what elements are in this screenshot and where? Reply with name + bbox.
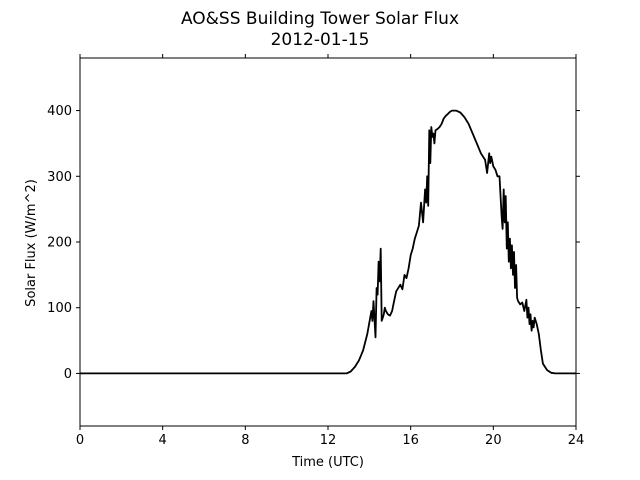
y-tick-label: 200 xyxy=(47,236,72,251)
tick-labels: 0 4 8 12 16 20 24 0 100 200 300 400 xyxy=(47,104,584,448)
chart-subtitle: 2012-01-15 xyxy=(271,30,370,50)
plot-frame xyxy=(79,57,577,427)
chart-title: AO&SS Building Tower Solar Flux xyxy=(181,9,459,29)
x-tick-label: 4 xyxy=(159,433,167,448)
y-tick-label: 300 xyxy=(47,170,72,185)
x-tick-label: 16 xyxy=(402,433,419,448)
x-tick-label: 24 xyxy=(568,433,585,448)
y-tick-label: 0 xyxy=(64,367,72,382)
x-axis-label: Time (UTC) xyxy=(291,455,364,470)
x-tick-label: 20 xyxy=(485,433,502,448)
x-tick-label: 0 xyxy=(76,433,84,448)
y-tick-label: 100 xyxy=(47,301,72,316)
x-tick-label: 8 xyxy=(241,433,249,448)
axis-ticks xyxy=(76,54,580,430)
series-line xyxy=(80,109,576,375)
y-tick-label: 400 xyxy=(47,104,72,119)
x-tick-label: 12 xyxy=(320,433,337,448)
y-axis-label: Solar Flux (W/m^2) xyxy=(24,179,39,307)
